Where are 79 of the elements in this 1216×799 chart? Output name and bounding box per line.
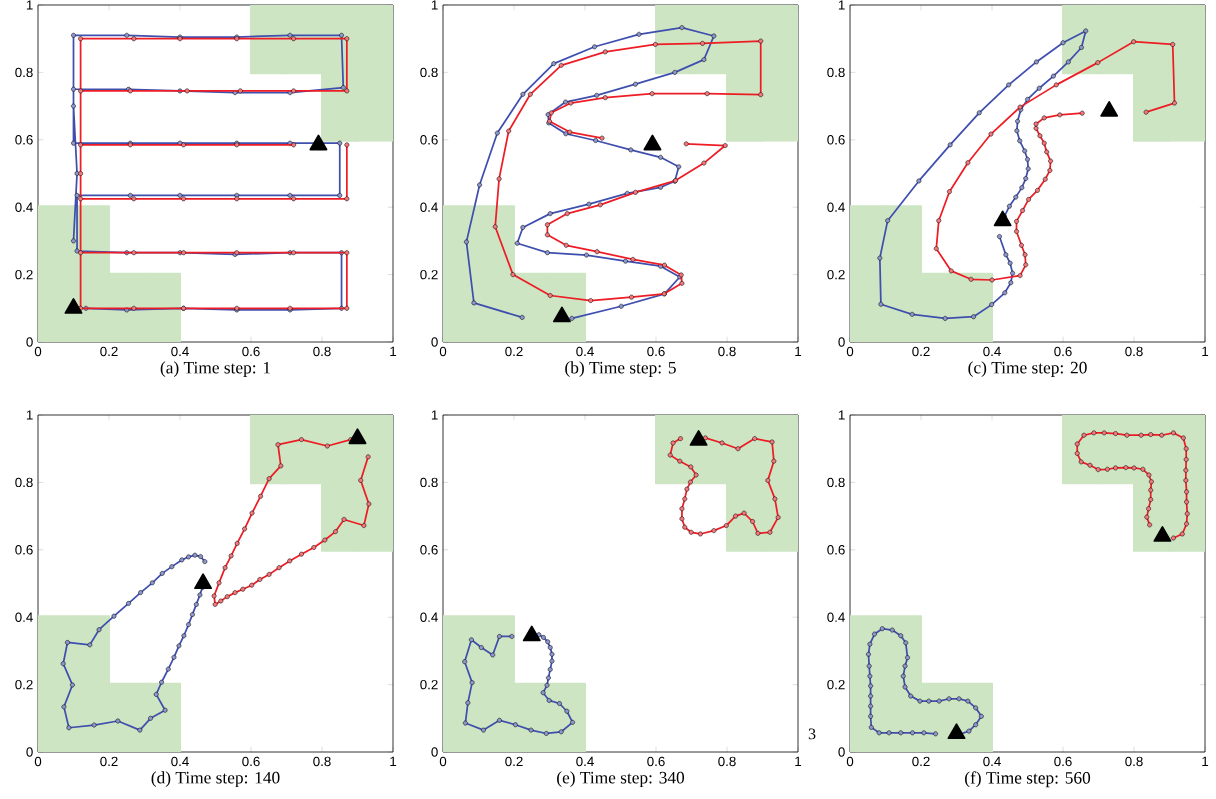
- x-axis-title: (d) Time step: 140: [151, 771, 280, 788]
- y-tick-label: 0.8: [420, 67, 438, 78]
- y-tick-label: 0.4: [827, 612, 845, 622]
- y-tick-label: 0.2: [420, 269, 438, 280]
- y-tick-label: 0.4: [420, 612, 438, 622]
- y-tick-label: 0.8: [827, 477, 845, 488]
- x-tick-label: 0.4: [171, 346, 189, 357]
- y-tick-label: 0.2: [827, 269, 845, 280]
- y-tick-label: 0: [431, 337, 438, 347]
- y-tick-label: 0: [838, 747, 845, 757]
- y-tick-label: 0.6: [827, 135, 845, 145]
- x-tick-label: 0.4: [576, 346, 594, 357]
- x-tick-label: 0: [846, 346, 854, 357]
- y-tick-label: 0.8: [827, 67, 845, 78]
- x-tick-label: 0.6: [1054, 756, 1072, 767]
- x-tick-label: 0.8: [313, 756, 331, 767]
- x-tick-label: 0.2: [505, 756, 523, 767]
- y-tick-label: 1: [431, 0, 438, 10]
- y-tick-label: 0.8: [420, 477, 438, 488]
- x-tick-label: 1: [795, 346, 802, 356]
- y-tick-label: 0.2: [827, 679, 845, 690]
- y-tick-label: 0.4: [827, 202, 845, 212]
- x-tick-label: 0: [846, 756, 854, 767]
- x-tick-label: 0.6: [1054, 346, 1072, 357]
- x-tick-label: 0.6: [242, 346, 260, 357]
- x-tick-label: 0.2: [100, 346, 118, 357]
- x-tick-label: 0.8: [718, 346, 736, 357]
- y-tick-label: 0.6: [15, 135, 33, 145]
- x-tick-label: 1: [795, 756, 802, 766]
- x-tick-label: 0.2: [505, 346, 523, 357]
- y-tick-label: 0.4: [15, 202, 33, 212]
- x-tick-label: 0.2: [100, 756, 118, 767]
- y-tick-label: 1: [838, 0, 845, 10]
- x-axis-title: (e) Time step: 340: [557, 771, 685, 788]
- x-tick-label: 0.2: [912, 756, 930, 767]
- y-tick-label: 1: [431, 410, 438, 420]
- y-tick-label: 0: [431, 747, 438, 757]
- y-tick-label: 1: [26, 0, 33, 10]
- y-tick-label: 0.6: [15, 545, 33, 555]
- text: 3: [808, 728, 816, 740]
- y-tick-label: 0: [26, 337, 33, 347]
- x-tick-label: 1: [1202, 346, 1209, 356]
- x-tick-label: 0.4: [171, 756, 189, 767]
- x-tick-label: 0: [439, 346, 447, 357]
- x-axis-title: (b) Time step: 5: [565, 361, 676, 378]
- x-axis-title: (a) Time step: 1: [160, 361, 271, 378]
- x-tick-label: 0.4: [983, 346, 1001, 357]
- x-tick-label: 1: [390, 346, 397, 356]
- y-tick-label: 0.6: [420, 135, 438, 145]
- y-tick-label: 0.2: [15, 269, 33, 280]
- y-tick-label: 0.8: [15, 67, 33, 78]
- x-tick-label: 0.8: [1125, 756, 1143, 767]
- x-tick-label: 0.6: [242, 756, 260, 767]
- x-tick-label: 1: [390, 756, 397, 766]
- x-tick-label: 0: [439, 756, 447, 767]
- y-tick-label: 1: [26, 410, 33, 420]
- y-tick-label: 1: [838, 410, 845, 420]
- x-tick-label: 0.6: [647, 756, 665, 767]
- y-tick-label: 0: [26, 747, 33, 757]
- y-tick-label: 0.2: [420, 679, 438, 690]
- y-tick-label: 0.6: [420, 545, 438, 555]
- x-tick-label: 0.4: [576, 756, 594, 767]
- x-tick-label: 0.8: [718, 756, 736, 767]
- y-tick-label: 0: [838, 337, 845, 347]
- y-tick-label: 0.4: [15, 612, 33, 622]
- x-tick-label: 0.8: [313, 346, 331, 357]
- y-tick-label: 0.6: [827, 545, 845, 555]
- y-tick-label: 0.8: [15, 477, 33, 488]
- x-tick-label: 0.8: [1125, 346, 1143, 357]
- x-axis-title: (c) Time step: 20: [968, 361, 1087, 378]
- x-axis-title: (f) Time step: 560: [965, 771, 1091, 788]
- x-tick-label: 0.6: [647, 346, 665, 357]
- x-tick-label: 0: [34, 756, 42, 767]
- x-tick-label: 0.4: [983, 756, 1001, 767]
- y-tick-label: 0.2: [15, 679, 33, 690]
- x-tick-label: 0.2: [912, 346, 930, 357]
- x-tick-label: 1: [1202, 756, 1209, 766]
- y-tick-label: 0.4: [420, 202, 438, 212]
- x-tick-label: 0: [34, 346, 42, 357]
